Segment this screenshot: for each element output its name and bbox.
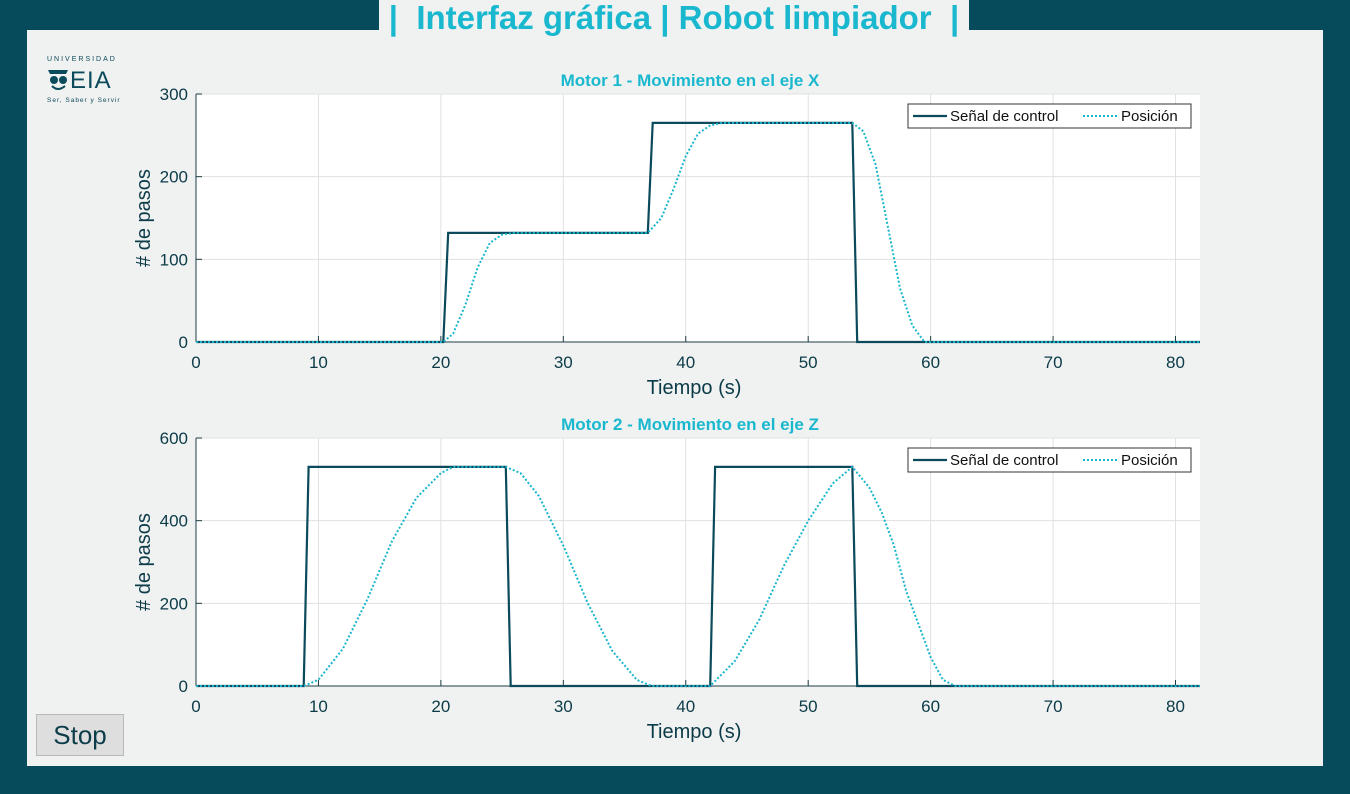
logo-top-text: UNIVERSIDAD xyxy=(47,56,117,63)
x-tick-label: 30 xyxy=(554,697,573,716)
legend-box xyxy=(907,447,1192,473)
x-tick-label: 20 xyxy=(431,697,450,716)
logo-tagline: Ser, Saber y Servir xyxy=(47,97,121,104)
legend-box xyxy=(907,103,1192,129)
x-tick-label: 80 xyxy=(1166,353,1185,372)
y-tick-label: 200 xyxy=(160,594,188,613)
x-tick-label: 40 xyxy=(676,697,695,716)
y-tick-label: 0 xyxy=(179,333,188,352)
university-logo: UNIVERSIDAD EIA Ser, Saber y Servir xyxy=(47,56,121,104)
stop-button[interactable]: Stop xyxy=(36,714,124,756)
x-tick-label: 80 xyxy=(1166,697,1185,716)
x-tick-label: 50 xyxy=(799,697,818,716)
x-tick-label: 30 xyxy=(554,353,573,372)
plot-area xyxy=(196,438,1200,686)
motor1-chart: 0 10 20 30 40 50 60 70 80 0 100 200 300 Motor 1 - Mov… xyxy=(133,71,1200,399)
chart-title: Motor 1 - Movimiento en el eje X xyxy=(561,71,820,90)
position-series-line xyxy=(196,121,1200,343)
x-tick-label: 60 xyxy=(921,353,940,372)
logo-symbol-icon xyxy=(48,70,68,90)
legend-control-label: Señal de control xyxy=(950,452,1058,469)
chart-title: Motor 2 - Movimiento en el eje Z xyxy=(561,415,819,434)
x-tick-label: 40 xyxy=(676,353,695,372)
control-signal-series-line xyxy=(196,121,1200,344)
x-tick-label: 10 xyxy=(309,697,328,716)
app-title: | Interfaz gráfica | Robot limpiador | xyxy=(378,0,970,40)
legend-control-label: Señal de control xyxy=(950,108,1058,125)
y-tick-label: 100 xyxy=(160,250,188,269)
x-tick-label: 20 xyxy=(431,353,450,372)
y-tick-label: 0 xyxy=(179,677,188,696)
x-axis-label: Tiempo (s) xyxy=(647,721,742,743)
x-tick-label: 0 xyxy=(191,353,200,372)
position-series-line xyxy=(196,465,1200,687)
y-tick-label: 400 xyxy=(160,512,188,531)
x-tick-label: 70 xyxy=(1044,697,1063,716)
y-axis-label: # de pasos xyxy=(133,513,155,611)
x-tick-label: 10 xyxy=(309,353,328,372)
title-bar: | Interfaz gráfica | Robot limpiador | xyxy=(0,0,1350,42)
y-tick-label: 600 xyxy=(160,429,188,448)
y-axis-label: # de pasos xyxy=(133,169,155,267)
x-tick-label: 0 xyxy=(191,697,200,716)
logo-brand: EIA xyxy=(70,67,112,94)
y-tick-label: 200 xyxy=(160,168,188,187)
control-signal-series-line xyxy=(196,465,1200,688)
x-axis-label: Tiempo (s) xyxy=(647,377,742,399)
legend-position-label: Posición xyxy=(1121,452,1178,469)
x-tick-label: 50 xyxy=(799,353,818,372)
legend-position-label: Posición xyxy=(1121,108,1178,125)
x-tick-label: 70 xyxy=(1044,353,1063,372)
y-tick-label: 300 xyxy=(160,85,188,104)
x-tick-label: 60 xyxy=(921,697,940,716)
